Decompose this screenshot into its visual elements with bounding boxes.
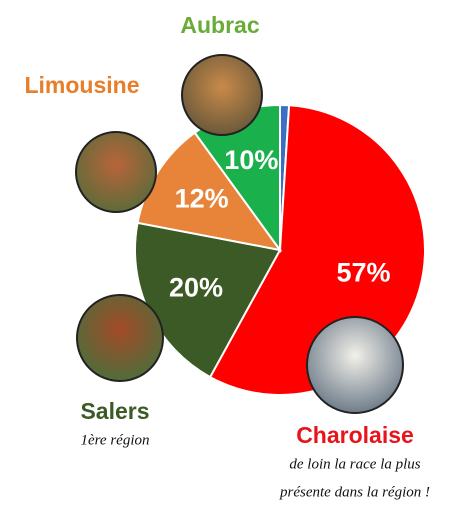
photo-limousine	[75, 131, 157, 213]
category-label: Salers	[80, 398, 149, 424]
category-label: Aubrac	[180, 12, 259, 38]
annotation: présente dans la région !	[279, 484, 430, 500]
photo-aubrac	[181, 54, 263, 136]
category-label: Charolaise	[296, 422, 414, 448]
photo-charolaise	[306, 316, 404, 414]
annotation: 1ère région	[80, 432, 149, 448]
value-label: 10%	[224, 145, 278, 175]
category-label: Limousine	[24, 72, 139, 98]
annotation: de loin la race la plus	[289, 456, 420, 472]
value-label: 57%	[337, 257, 391, 287]
photo-salers	[76, 294, 164, 382]
photos	[75, 54, 404, 414]
value-label: 20%	[169, 273, 223, 303]
value-label: 12%	[175, 183, 229, 213]
slice	[136, 131, 283, 252]
